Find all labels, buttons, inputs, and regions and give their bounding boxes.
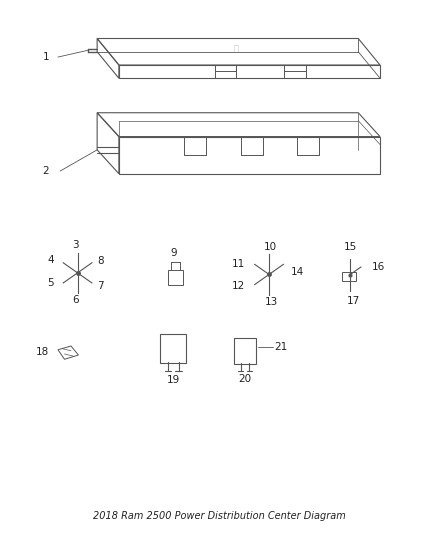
Text: 21: 21 [274, 342, 287, 352]
Text: 9: 9 [171, 248, 177, 258]
Text: 14: 14 [291, 267, 304, 277]
Text: 15: 15 [344, 243, 357, 253]
Text: 20: 20 [239, 374, 252, 384]
Text: 🔱: 🔱 [234, 45, 239, 54]
Text: 17: 17 [347, 296, 360, 306]
Text: 1: 1 [43, 52, 49, 62]
Text: 11: 11 [232, 259, 245, 269]
Text: 12: 12 [232, 281, 245, 291]
Text: 7: 7 [97, 281, 104, 291]
Text: 2018 Ram 2500 Power Distribution Center Diagram: 2018 Ram 2500 Power Distribution Center … [92, 511, 346, 521]
Text: 13: 13 [265, 297, 278, 307]
Text: 19: 19 [167, 375, 180, 385]
Text: 6: 6 [72, 295, 79, 305]
Text: 5: 5 [47, 278, 53, 288]
Text: 16: 16 [371, 262, 385, 272]
Text: 3: 3 [72, 240, 79, 251]
Text: 4: 4 [47, 255, 53, 264]
Text: 18: 18 [36, 348, 49, 358]
Text: 2: 2 [43, 166, 49, 176]
Text: 8: 8 [97, 256, 104, 266]
Text: 10: 10 [263, 242, 276, 252]
